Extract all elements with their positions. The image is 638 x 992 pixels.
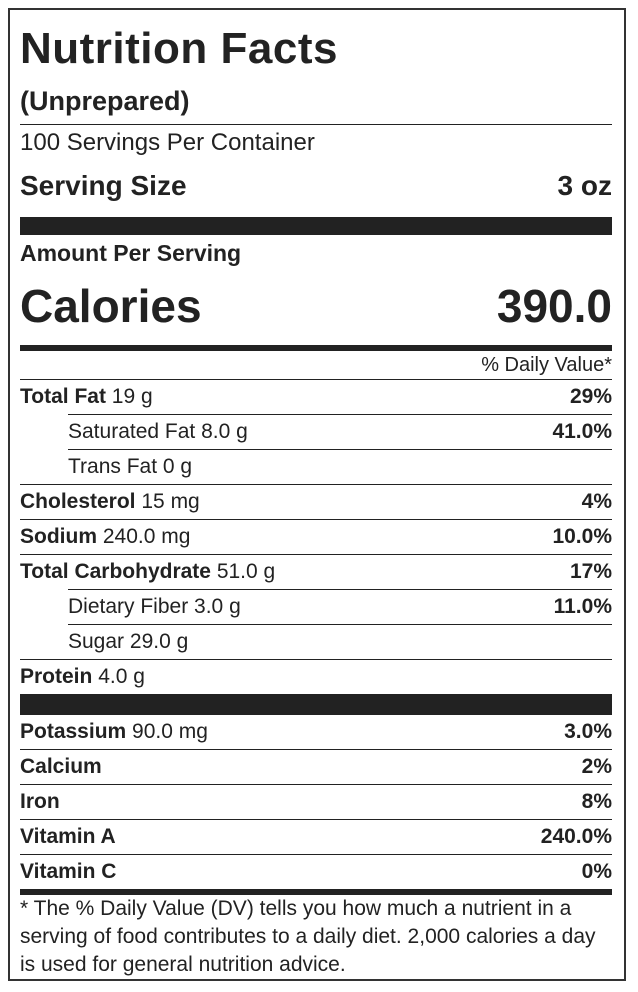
nutrient-row: Total Fat 19 g 29% — [20, 379, 612, 414]
daily-value: 41.0% — [552, 420, 612, 443]
nutrient-row: Dietary Fiber 3.0 g 11.0% — [68, 589, 612, 624]
daily-value: 29% — [569, 385, 612, 408]
nutrient-amount: 8.0 g — [201, 420, 248, 443]
nutrient-name: Sodium — [20, 525, 97, 548]
nutrient-row: Potassium 90.0 mg 3.0% — [20, 714, 612, 749]
nutrient-row: Sodium 240.0 mg 10.0% — [20, 519, 612, 554]
nutrient-label: Sugar 29.0 g — [68, 630, 188, 654]
nutrient-label: Sodium 240.0 mg — [20, 525, 190, 549]
nutrient-label: Total Carbohydrate 51.0 g — [20, 560, 275, 584]
daily-value: 17% — [569, 560, 612, 583]
nutrient-amount: 0 g — [162, 455, 193, 478]
nutrient-label: Cholesterol 15 mg — [20, 490, 200, 514]
nutrient-row: Iron 8% — [20, 784, 612, 819]
nutrient-label: Total Fat 19 g — [20, 385, 153, 409]
title: Nutrition Facts — [20, 24, 338, 73]
nutrient-amount: 19 g — [111, 385, 153, 408]
nutrient-amount: 51.0 g — [216, 560, 276, 583]
nutrient-row: Trans Fat 0 g — [68, 449, 612, 484]
daily-value: 2% — [581, 755, 612, 778]
daily-value: 11.0% — [553, 595, 612, 618]
servings: 100 Servings Per Container — [20, 129, 315, 156]
nutrient-amount: 90.0 mg — [132, 720, 208, 743]
nutrient-name: Potassium — [20, 720, 127, 743]
nutrient-name: Vitamin C — [20, 860, 117, 883]
daily-value-header: % Daily Value* — [481, 354, 612, 376]
serving-size-value: 3 oz — [557, 170, 612, 201]
nutrient-label: Protein 4.0 g — [20, 665, 145, 689]
nutrient-label: Potassium 90.0 mg — [20, 720, 208, 744]
nutrient-amount: 29.0 g — [129, 630, 189, 653]
nutrient-label: Trans Fat 0 g — [68, 455, 192, 479]
daily-value: 10.0% — [552, 525, 612, 548]
daily-value: 240.0% — [540, 825, 612, 848]
nutrient-amount: 240.0 mg — [102, 525, 191, 548]
calories-label: Calories — [20, 280, 202, 332]
serving-size-label: Serving Size — [20, 170, 187, 201]
nutrient-name: Calcium — [20, 755, 102, 778]
nutrient-row: Vitamin A 240.0% — [20, 819, 612, 854]
nutrient-row: Protein 4.0 g — [20, 659, 612, 694]
footnote: * The % Daily Value (DV) tells you how m… — [20, 889, 612, 979]
nutrient-list: Total Fat 19 g 29% Saturated Fat 8.0 g 41.0… — [20, 379, 612, 694]
daily-value: 8% — [581, 790, 612, 813]
nutrient-row: Calcium 2% — [20, 749, 612, 784]
calories: Calories 390.0 — [20, 271, 612, 341]
nutrient-amount: 3.0 g — [194, 595, 241, 618]
nutrient-name: Iron — [20, 790, 60, 813]
nutrient-amount: 15 mg — [141, 490, 200, 513]
nutrient-name: Total Carbohydrate — [20, 560, 211, 583]
divider — [20, 217, 612, 235]
divider — [20, 694, 612, 714]
nutrient-row: Cholesterol 15 mg 4% — [20, 484, 612, 519]
divider — [20, 345, 612, 351]
nutrient-name: Protein — [20, 665, 93, 688]
nutrient-name: Vitamin A — [20, 825, 116, 848]
mineral-list: Potassium 90.0 mg 3.0% Calcium 2% Iron 8% Vita… — [20, 714, 612, 889]
nutrient-label: Dietary Fiber 3.0 g — [68, 595, 241, 619]
nutrient-label: Iron — [20, 790, 60, 814]
nutrient-label: Vitamin C — [20, 860, 116, 884]
amount-per-serving: Amount Per Serving — [20, 240, 242, 266]
subtitle: (Unprepared) — [20, 78, 612, 125]
nutrient-name: Trans Fat — [68, 455, 158, 478]
daily-value: 0% — [581, 860, 612, 883]
nutrient-name: Sugar — [68, 630, 125, 653]
nutrient-name: Total Fat — [20, 385, 106, 408]
nutrient-name: Saturated Fat — [68, 420, 196, 443]
nutrient-row: Vitamin C 0% — [20, 854, 612, 889]
nutrient-label: Saturated Fat 8.0 g — [68, 420, 248, 444]
nutrient-label: Vitamin A — [20, 825, 116, 849]
serving-size: Serving Size 3 oz — [20, 161, 612, 211]
calories-value: 390.0 — [496, 280, 612, 332]
nutrition-label: Nutrition Facts (Unprepared) 100 Serving… — [8, 8, 626, 981]
daily-value: 4% — [581, 490, 612, 513]
nutrient-name: Cholesterol — [20, 490, 136, 513]
daily-value: 3.0% — [564, 720, 612, 743]
nutrient-label: Calcium — [20, 755, 102, 779]
nutrient-row: Total Carbohydrate 51.0 g 17% — [20, 554, 612, 589]
nutrient-row: Saturated Fat 8.0 g 41.0% — [68, 414, 612, 449]
nutrient-amount: 4.0 g — [98, 665, 145, 688]
nutrient-row: Sugar 29.0 g — [68, 624, 612, 659]
nutrient-name: Dietary Fiber — [68, 595, 189, 618]
